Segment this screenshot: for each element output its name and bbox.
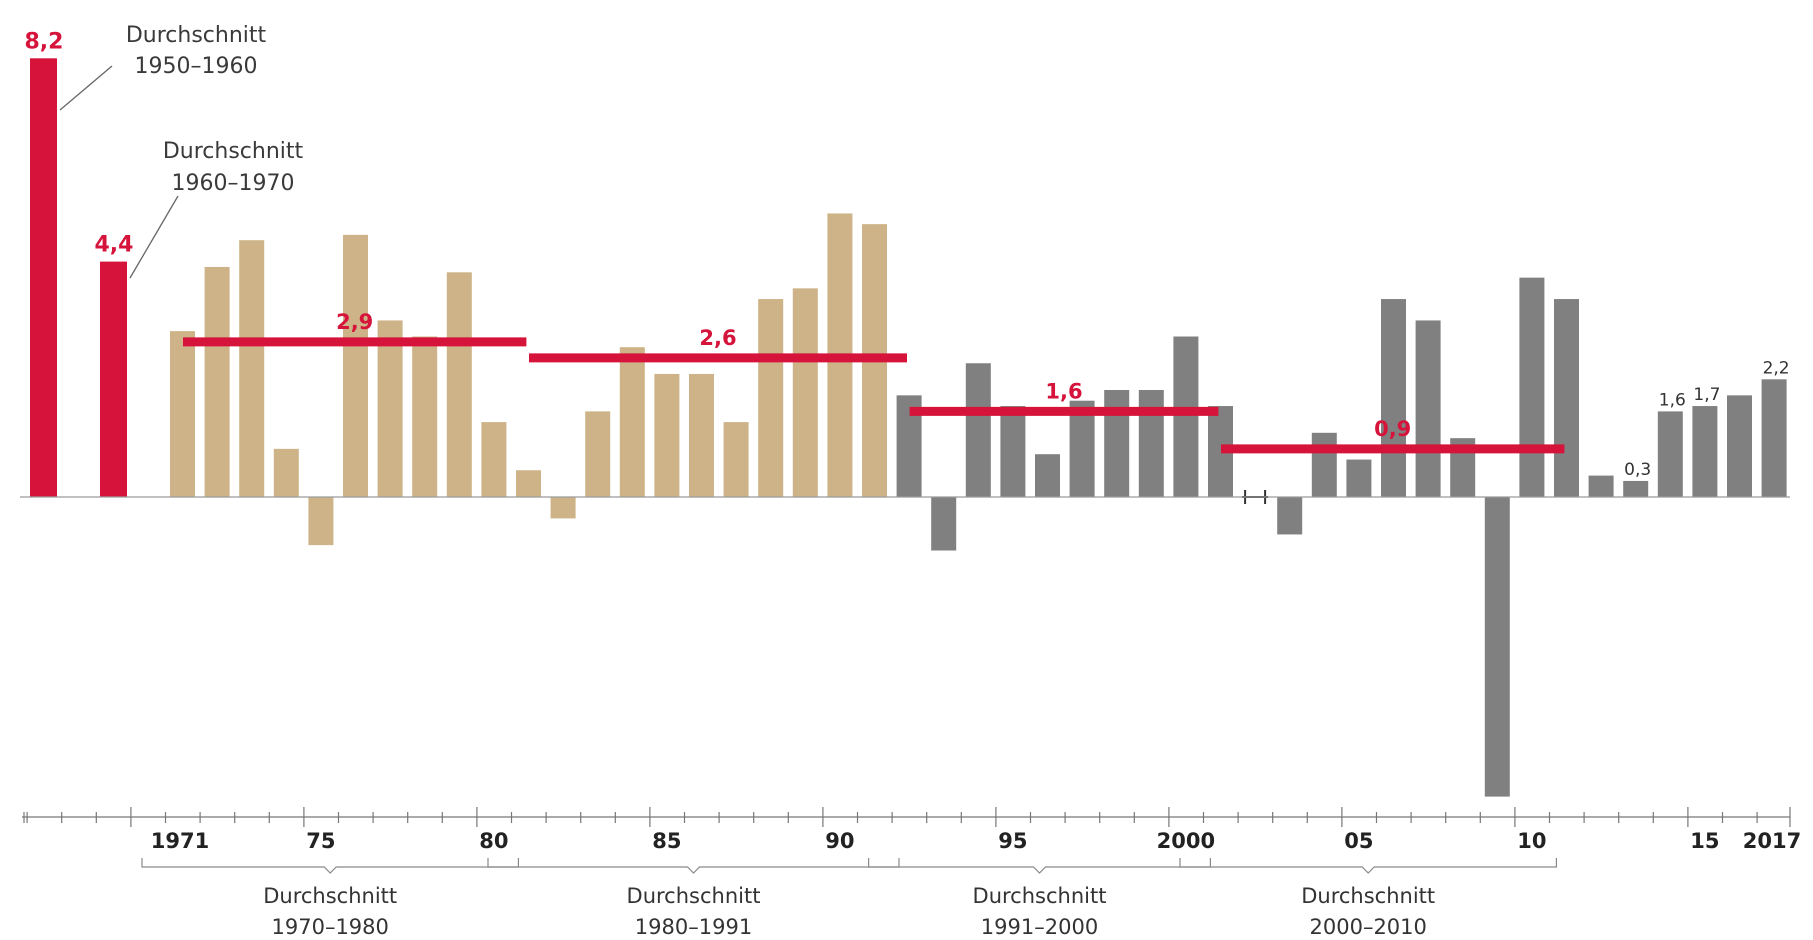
bar-1981 (516, 470, 541, 497)
bar-2009 (1484, 497, 1510, 797)
period-bracket-range: 1970–1980 (272, 915, 389, 939)
bar-1985 (654, 373, 680, 497)
x-tick-label: 1971 (151, 829, 209, 853)
x-tick-label: 90 (825, 829, 854, 853)
bar-1980 (481, 422, 507, 497)
x-tick-label: 10 (1517, 829, 1546, 853)
bar-1988 (758, 299, 784, 497)
bar-2014 (1657, 411, 1683, 497)
period-bracket-title: Durchschnitt (1301, 884, 1435, 908)
bar-1989 (792, 288, 818, 497)
labels-layer: 8,2 4,4 Durchschnitt 1950–1960 Durchschnitt 1… (25, 23, 1790, 480)
bar-1982 (550, 497, 576, 519)
bar-1986 (689, 373, 714, 497)
bar-2005 (1346, 459, 1372, 497)
bar-2010 (1519, 277, 1545, 497)
bar-1994 (965, 363, 991, 497)
bar-1974 (273, 448, 299, 497)
period-bracket-title: Durchschnitt (263, 884, 397, 908)
early-average-bar (100, 261, 127, 497)
bar-1993 (931, 497, 957, 551)
early-average-value: 4,4 (95, 233, 134, 258)
bar-2003 (1277, 497, 1303, 535)
period-bracket (487, 858, 900, 874)
bar-1984 (619, 347, 645, 497)
average-value-label: 0,9 (1374, 417, 1411, 441)
leader-line (59, 65, 113, 111)
early-average-note-period: 1960–1970 (172, 171, 295, 196)
bar-1995 (1000, 406, 1026, 497)
bar-1987 (723, 422, 749, 497)
bar-2004 (1311, 432, 1337, 497)
bar-2016 (1727, 395, 1752, 497)
bar-2013 (1623, 480, 1649, 497)
bars-layer (30, 58, 1787, 797)
bar-value-label: 1,7 (1693, 385, 1720, 405)
average-value-label: 1,6 (1045, 379, 1082, 403)
x-tick-label: 15 (1690, 829, 1719, 853)
x-tick-label: 75 (306, 829, 335, 853)
bar-value-label: 0,3 (1624, 460, 1651, 480)
x-axis: 1971 75 80 85 90 95 2000 05 10 15 2017 Durchschnitt… (20, 496, 1801, 939)
early-average-note-title: Durchschnitt (163, 139, 304, 164)
bar-2012 (1588, 475, 1614, 497)
x-tick-label: 2000 (1157, 829, 1215, 853)
bar-1973 (239, 240, 265, 497)
period-bracket (868, 858, 1211, 874)
bar-1975 (308, 497, 334, 546)
period-bracket-title: Durchschnitt (627, 884, 761, 908)
bar-2015 (1692, 406, 1718, 497)
x-tick-label: 05 (1344, 829, 1373, 853)
bar-value-label: 2,2 (1763, 358, 1790, 378)
period-bracket-range: 2000–2010 (1310, 915, 1427, 939)
x-tick-label: 2017 (1743, 829, 1801, 853)
bar-1979 (446, 272, 472, 497)
bar-2006 (1381, 299, 1406, 497)
early-average-note-title: Durchschnitt (126, 23, 267, 48)
bar-1996 (1035, 454, 1060, 497)
period-bracket (1179, 858, 1557, 874)
bar-1997 (1069, 400, 1095, 497)
bar-1998 (1104, 390, 1130, 497)
bar-2011 (1554, 299, 1579, 497)
bar-1977 (377, 320, 403, 497)
bar-1978 (412, 336, 438, 497)
bar-value-label: 1,6 (1659, 390, 1686, 410)
x-tick-label: 85 (652, 829, 681, 853)
x-tick-label: 80 (479, 829, 508, 853)
bar-1972 (204, 266, 230, 497)
early-average-bar (30, 58, 57, 498)
average-lines-layer (183, 337, 1565, 454)
bar-1983 (585, 411, 611, 497)
period-bracket (141, 858, 519, 874)
early-average-value: 8,2 (25, 29, 64, 54)
average-value-label: 2,6 (699, 326, 736, 350)
bar-1999 (1138, 390, 1164, 497)
bar-2000 (1173, 336, 1199, 497)
bar-2017 (1761, 379, 1787, 497)
x-tick-label: 95 (998, 829, 1027, 853)
bar-1971 (170, 331, 195, 497)
period-bracket-range: 1991–2000 (981, 915, 1098, 939)
period-bracket-range: 1980–1991 (635, 915, 752, 939)
period-bracket-title: Durchschnitt (973, 884, 1107, 908)
leader-line (129, 195, 179, 279)
average-value-label: 2,9 (336, 310, 373, 334)
bar-1976 (343, 234, 368, 497)
bar-2007 (1415, 320, 1441, 497)
early-average-note-period: 1950–1960 (135, 54, 258, 79)
